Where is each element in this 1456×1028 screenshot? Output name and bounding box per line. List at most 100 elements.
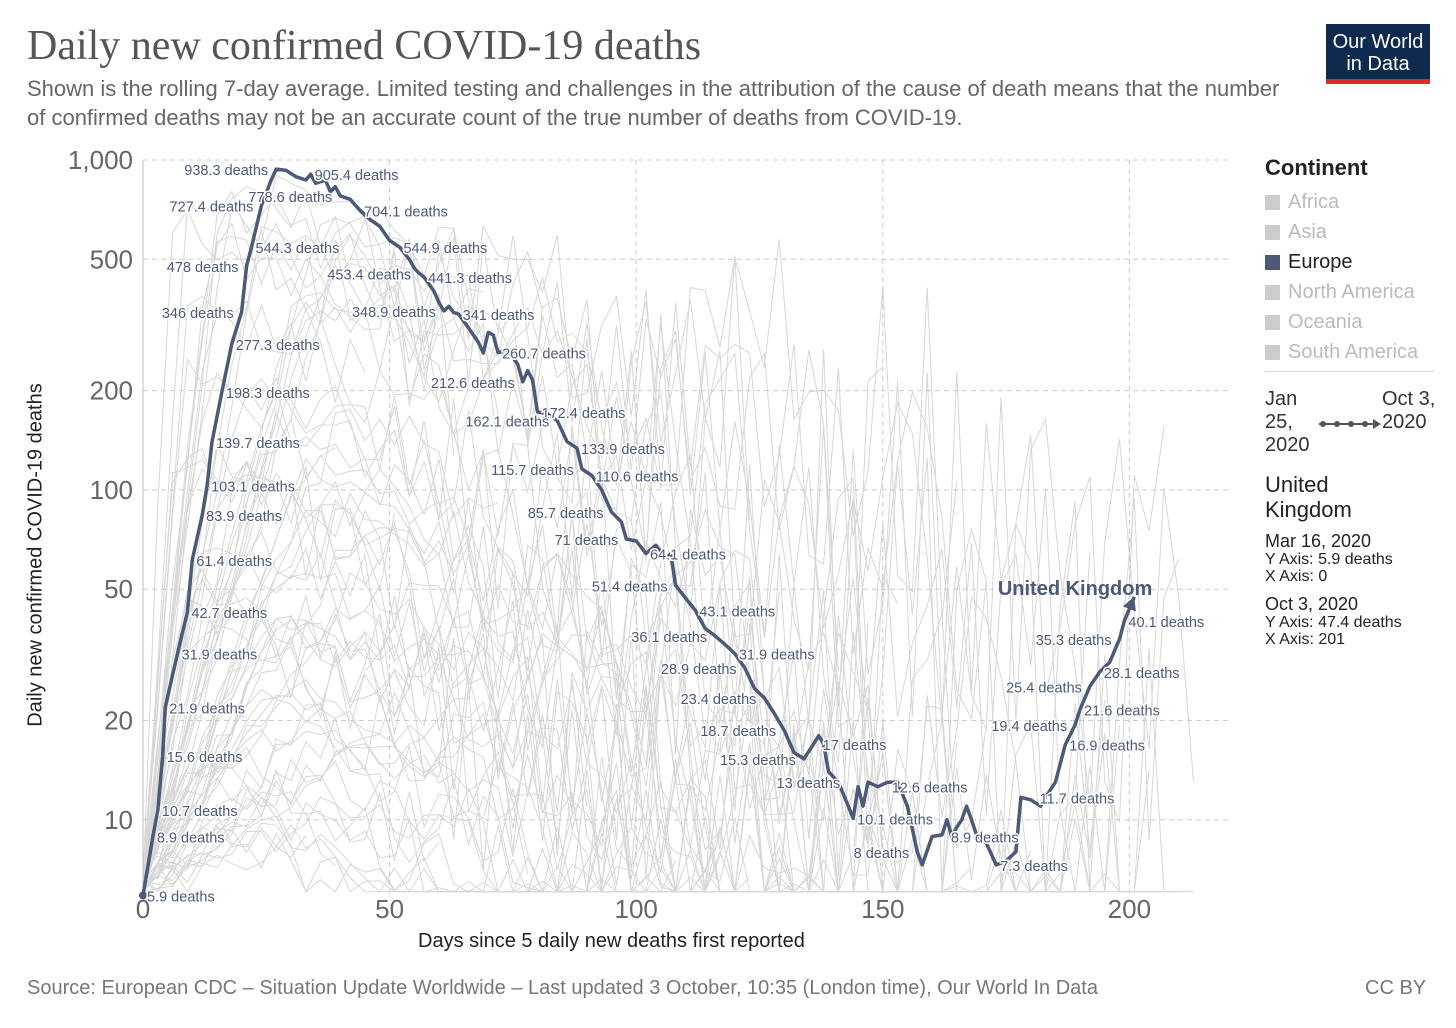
- background-country-line: [142, 371, 1180, 893]
- x-tick-label: 0: [136, 894, 150, 924]
- data-label: 8.9 deaths: [157, 831, 225, 847]
- logo-line-2: in Data: [1346, 53, 1410, 75]
- logo-line-1: Our World: [1332, 31, 1424, 53]
- data-label: 28.1 deaths: [1104, 666, 1180, 682]
- data-label: 28.9 deaths: [661, 662, 737, 678]
- background-country-line: [142, 447, 381, 873]
- data-label: 441.3 deaths: [428, 271, 512, 287]
- data-label: 43.1 deaths: [699, 604, 775, 620]
- source-note: Source: European CDC – Situation Update …: [27, 977, 1098, 999]
- background-country-lines: [142, 174, 1194, 894]
- data-label: 103.1 deaths: [211, 480, 295, 496]
- y-axis-label: Daily new confirmed COVID-19 deaths: [24, 383, 47, 727]
- data-label: 277.3 deaths: [236, 338, 320, 354]
- data-label: 42.7 deaths: [191, 606, 267, 622]
- data-label: 727.4 deaths: [170, 200, 254, 216]
- legend-swatch: [1265, 284, 1280, 300]
- data-label: 12.6 deaths: [892, 781, 968, 797]
- data-label: 115.7 deaths: [491, 463, 574, 479]
- data-annotations: 5.9 deaths 8.9 deaths 10.7 deaths 15.6 deat…: [146, 162, 1206, 907]
- data-label: 16.9 deaths: [1069, 739, 1145, 755]
- data-label: 21.9 deaths: [169, 701, 245, 717]
- info-end-x: X Axis: 201: [1265, 631, 1346, 648]
- data-label: 10.7 deaths: [162, 804, 238, 820]
- background-country-line: [142, 480, 884, 892]
- data-label: 348.9 deaths: [352, 305, 436, 321]
- legend-swatch: [1265, 194, 1280, 210]
- legend-swatch: [1265, 224, 1280, 240]
- x-axis-label: Days since 5 daily new deaths first repo…: [418, 930, 805, 952]
- y-tick-label: 200: [90, 376, 133, 406]
- data-label: 17 deaths: [823, 738, 887, 754]
- data-label: 172.4 deaths: [542, 406, 626, 422]
- data-label: 64.1 deaths: [650, 548, 726, 564]
- data-label: 544.3 deaths: [256, 241, 340, 257]
- data-label: 85.7 deaths: [528, 506, 604, 522]
- background-country-line: [142, 457, 987, 892]
- data-label: 31.9 deaths: [739, 648, 815, 664]
- data-label: 15.3 deaths: [720, 753, 796, 769]
- x-tick-label: 100: [614, 894, 657, 924]
- legend-swatch: [1265, 254, 1280, 270]
- background-country-line: [142, 234, 987, 880]
- background-country-line: [142, 689, 365, 884]
- legend-item-south-america[interactable]: South America: [1265, 337, 1445, 367]
- chart-subtitle: Shown is the rolling 7-day average. Limi…: [27, 76, 1280, 130]
- data-label: 19.4 deaths: [991, 719, 1067, 735]
- data-label: 778.6 deaths: [248, 190, 332, 206]
- data-label: 71 deaths: [555, 533, 619, 549]
- data-label: 35.3 deaths: [1036, 633, 1112, 649]
- data-label: 162.1 deaths: [465, 415, 549, 431]
- series-end-arrow: [1122, 596, 1136, 612]
- license-link[interactable]: CC BY: [1365, 977, 1427, 999]
- background-country-line: [142, 626, 277, 879]
- series-line-united-kingdom: [141, 167, 1136, 896]
- legend: Continent Africa Asia Europe North Ameri…: [1265, 155, 1445, 367]
- owid-logo[interactable]: Our World in Data: [1326, 24, 1430, 84]
- background-country-line: [142, 815, 1076, 893]
- data-label: 139.7 deaths: [216, 436, 300, 452]
- data-label: 133.9 deaths: [581, 442, 665, 458]
- legend-item-north-america[interactable]: North America: [1265, 277, 1445, 307]
- y-tick-label: 1,000: [68, 145, 133, 175]
- background-country-line: [142, 572, 1120, 894]
- background-country-line: [142, 598, 588, 873]
- data-label: 198.3 deaths: [226, 386, 310, 402]
- background-country-line: [142, 222, 1194, 892]
- info-country: United Kingdom: [1265, 472, 1352, 522]
- data-label: 15.6 deaths: [167, 750, 243, 766]
- background-country-line: [142, 679, 632, 893]
- info-end-date: Oct 3, 2020: [1265, 594, 1359, 614]
- background-country-line: [142, 835, 307, 893]
- data-label: 8 deaths: [854, 846, 910, 862]
- y-tick-label: 500: [90, 244, 133, 274]
- background-country-line: [142, 443, 395, 892]
- legend-swatch: [1265, 344, 1280, 360]
- legend-item-oceania[interactable]: Oceania: [1265, 307, 1445, 337]
- legend-divider: [1265, 371, 1435, 372]
- highlighted-series: United Kingdom: [139, 167, 1152, 900]
- data-label: 51.4 deaths: [592, 579, 668, 595]
- data-label: 110.6 deaths: [596, 469, 679, 485]
- info-start-y: Y Axis: 5.9 deaths: [1265, 551, 1393, 568]
- legend-item-asia[interactable]: Asia: [1265, 217, 1445, 247]
- data-label: 544.9 deaths: [403, 241, 487, 257]
- background-country-line: [142, 737, 529, 893]
- background-country-line: [142, 713, 247, 883]
- data-label: 18.7 deaths: [700, 724, 776, 740]
- chart-title: Daily new confirmed COVID-19 deaths: [27, 23, 702, 69]
- legend-label: Asia: [1288, 220, 1327, 243]
- data-label: 341 deaths: [463, 308, 535, 324]
- legend-item-africa[interactable]: Africa: [1265, 187, 1445, 217]
- data-label: 5.9 deaths: [147, 889, 215, 905]
- data-label: 83.9 deaths: [206, 509, 282, 525]
- timeline-range[interactable]: Jan 25, 2020 Oct 3, 2020: [1265, 388, 1445, 468]
- background-country-line: [142, 262, 1165, 871]
- background-country-line: [142, 767, 336, 879]
- y-tick-label: 50: [104, 574, 133, 604]
- legend-item-europe[interactable]: Europe: [1265, 247, 1445, 277]
- data-label: 938.3 deaths: [184, 163, 268, 179]
- data-label: 346 deaths: [162, 306, 234, 322]
- info-end-y: Y Axis: 47.4 deaths: [1265, 614, 1402, 631]
- background-country-line: [142, 409, 277, 892]
